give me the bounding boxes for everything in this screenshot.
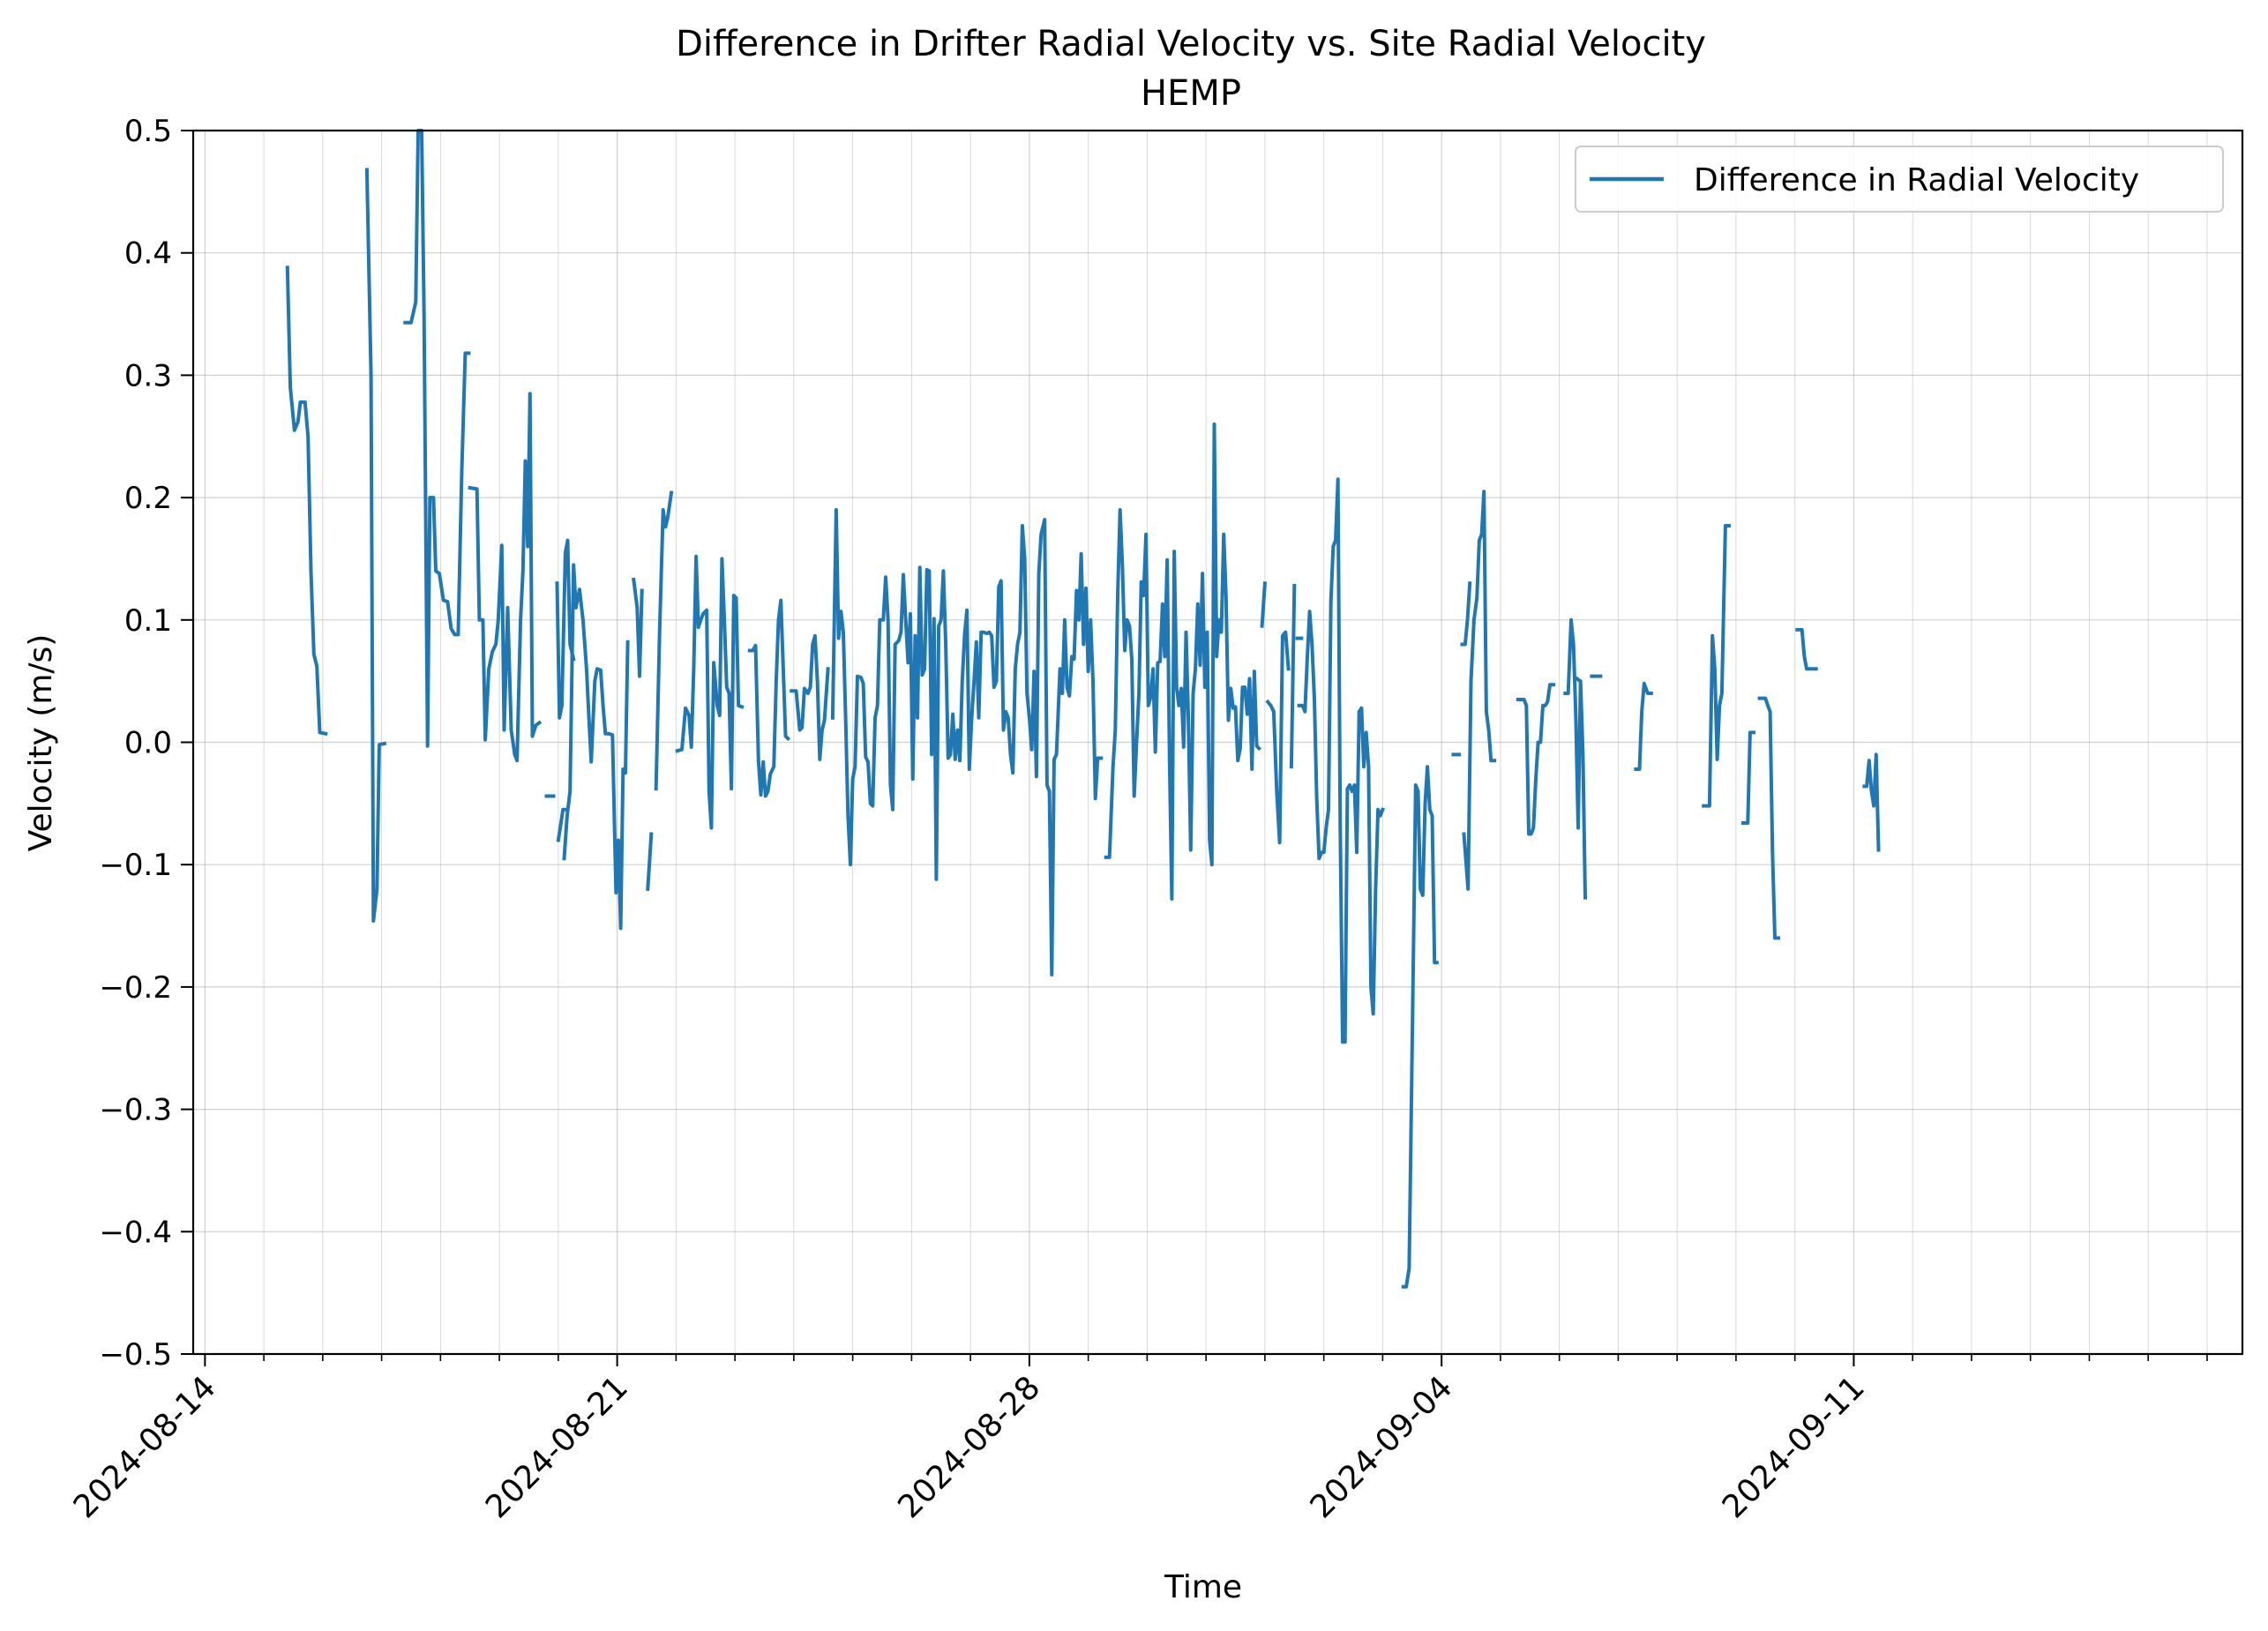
series-line-segment xyxy=(562,563,630,931)
series-line-segment xyxy=(1862,752,1881,852)
x-axis-label: Time xyxy=(1164,1569,1242,1605)
series-line-segment xyxy=(1460,581,1472,647)
series-line-segment xyxy=(1265,630,1291,845)
legend: Difference in Radial Velocity xyxy=(1575,146,2224,213)
y-tick-label: −0.5 xyxy=(99,1337,172,1373)
series-difference-in-radial-velocity xyxy=(285,129,1881,1289)
y-tick-label: 0.1 xyxy=(124,603,172,639)
series-line-segment xyxy=(1462,490,1497,891)
series-line-segment xyxy=(364,168,387,923)
series-line-segment xyxy=(675,554,745,830)
series-line-segment xyxy=(556,807,569,842)
y-tick-label: −0.2 xyxy=(99,970,172,1006)
series-line-segment xyxy=(1757,696,1780,940)
series-line-segment xyxy=(1401,765,1439,1289)
series-line-segment xyxy=(632,577,644,678)
legend-box xyxy=(1575,146,2224,213)
y-tick-label: 0.2 xyxy=(124,481,172,516)
series-line-segment xyxy=(790,633,830,761)
series-line-segment xyxy=(1795,627,1818,671)
series-line-segment xyxy=(1104,422,1262,901)
legend-label: Difference in Radial Velocity xyxy=(1694,162,2139,198)
y-tick-label: 0.4 xyxy=(124,236,172,272)
chart-title: Difference in Drifter Radial Velocity vs… xyxy=(676,24,1706,64)
series-line-segment xyxy=(1289,583,1297,769)
series-line-segment xyxy=(285,266,328,737)
chart-subtitle: HEMP xyxy=(1141,73,1241,114)
y-tick-label: 0.0 xyxy=(124,726,172,761)
y-axis: −0.5 −0.4 −0.3 −0.2 −0.1 0.0 0.1 0.2 0.3 0.4 0.5 xyxy=(99,114,193,1373)
y-tick-label: −0.4 xyxy=(99,1215,172,1250)
series-line-segment xyxy=(1574,676,1583,684)
y-axis-label: Velocity (m/s) xyxy=(23,634,59,852)
series-line-segment xyxy=(1634,681,1653,771)
series-line-segment xyxy=(1740,730,1755,825)
series-line-segment xyxy=(830,508,1104,976)
plot-area: 2024-08-14 2024-08-21 2024-08-28 2024-09-04… xyxy=(67,114,2244,1525)
series-line-segment xyxy=(747,598,791,798)
y-tick-label: −0.3 xyxy=(99,1093,172,1128)
series-line-segment xyxy=(1702,524,1731,808)
series-line-segment xyxy=(646,832,654,892)
series-line-segment xyxy=(1563,617,1588,900)
y-tick-label: 0.3 xyxy=(124,358,172,393)
y-tick-label: −0.1 xyxy=(99,848,172,883)
series-line-segment xyxy=(468,392,543,763)
series-line-segment xyxy=(654,490,674,791)
series-line-segment xyxy=(1516,683,1555,836)
series-line-segment xyxy=(555,538,576,720)
series-line-segment xyxy=(1260,581,1268,628)
series-line-segment xyxy=(1297,477,1385,1044)
y-tick-label: 0.5 xyxy=(124,114,172,149)
series-layer xyxy=(285,129,1881,1289)
